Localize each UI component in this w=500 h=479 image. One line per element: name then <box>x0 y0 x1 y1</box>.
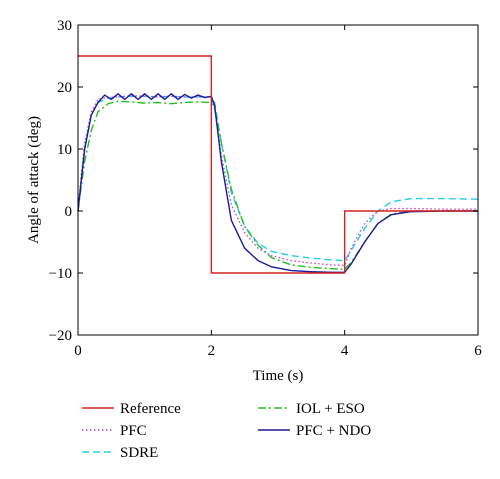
legend-item-iol-eso: IOL + ESO <box>258 401 365 417</box>
y-tick-label: 10 <box>57 142 72 158</box>
legend-label-reference: Reference <box>120 401 181 417</box>
legend-label-iol-eso: IOL + ESO <box>296 401 365 417</box>
y-tick-label: 20 <box>57 80 72 96</box>
tick-layer: 0 2 4 6 30 20 10 0 −10 −20 <box>49 18 483 359</box>
x-tick-label: 0 <box>74 343 82 359</box>
x-axis-label: Time (s) <box>253 368 304 384</box>
series-line-pfc-ndo <box>77 93 478 274</box>
legend-item-sdre: SDRE <box>82 445 158 461</box>
series-line-reference <box>78 55 478 274</box>
x-tick-label: 6 <box>474 343 482 359</box>
legend-label-sdre: SDRE <box>120 445 158 461</box>
y-tick-label: 30 <box>57 18 72 34</box>
legend: Reference PFC SDRE IOL + ESO PFC + NDO <box>82 401 371 461</box>
legend-label-pfc: PFC <box>120 423 147 439</box>
x-tick-label: 4 <box>341 343 349 359</box>
x-tick-label: 2 <box>208 343 216 359</box>
y-tick-label: 0 <box>65 204 73 220</box>
legend-item-pfc: PFC <box>82 423 147 439</box>
y-tick-label: −10 <box>49 266 72 282</box>
legend-label-pfc-ndo: PFC + NDO <box>296 423 371 439</box>
plot-frame <box>77 24 479 336</box>
legend-item-pfc-ndo: PFC + NDO <box>258 423 371 439</box>
legend-item-reference: Reference <box>82 401 181 417</box>
plot-area <box>78 25 478 335</box>
y-axis-label: Angle of attack (deg) <box>26 116 42 244</box>
y-tick-label: −20 <box>49 328 72 344</box>
series-layer <box>77 55 479 274</box>
